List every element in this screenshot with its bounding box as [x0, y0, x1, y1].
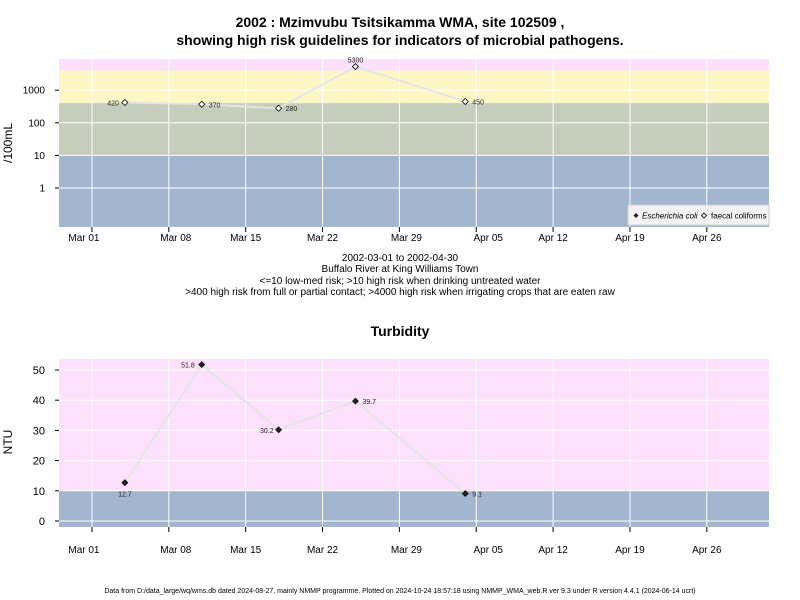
chart-title-line1: 2002 : Mzimvubu Tsitsikamma WMA, site 10… — [235, 14, 565, 30]
x-tick-label: Apr 05 — [474, 233, 504, 244]
chart-title-line2: showing high risk guidelines for indicat… — [176, 32, 624, 48]
legend: Escherichia coli faecal coliforms — [627, 204, 770, 226]
x-tick-label: Apr 26 — [692, 545, 722, 556]
faecal-coliforms-point — [275, 104, 283, 112]
y-tick-label: 10 — [33, 486, 45, 498]
y-tick-label: 100 — [28, 118, 45, 129]
legend-label-ecoli: Escherichia coli — [642, 212, 698, 221]
risk-band-contact — [59, 70, 769, 104]
data-label: 12.7 — [118, 492, 132, 499]
data-label: 450 — [472, 100, 484, 107]
data-label: 9.1 — [472, 492, 482, 499]
x-tick-label: Mar 15 — [230, 233, 262, 244]
turbidity-point — [198, 361, 206, 368]
y-tick-label: 20 — [33, 456, 45, 468]
x-tick-label: Mar 22 — [307, 545, 339, 556]
turbidity-title: Turbidity — [370, 323, 430, 339]
y-tick-label: 50 — [33, 365, 45, 377]
x-tick-label: Mar 15 — [230, 545, 262, 556]
turbidity-band-low — [59, 490, 769, 527]
turbidity-plot: 0 10 20 30 40 50 Mar 01 Mar 08 Mar 15 Mar 22 Mar 2… — [33, 359, 769, 556]
data-label: 51.8 — [181, 363, 195, 370]
x-tick-label: Mar 29 — [391, 545, 423, 556]
microbial-plot: 1 10 100 1000 Mar 01 Mar 08 Mar 15 Mar 22 Mar 29… — [23, 58, 770, 244]
y-tick-label: 1000 — [23, 86, 46, 97]
turbidity-point — [352, 397, 359, 405]
x-tick-label: Mar 22 — [307, 233, 339, 244]
turbidity-point — [461, 490, 469, 497]
x-tick-label: Apr 19 — [615, 545, 645, 556]
turbidity-point — [121, 479, 129, 487]
data-label: 420 — [107, 100, 119, 107]
data-label: 5300 — [348, 58, 364, 65]
subtitle-site: Buffalo River at King Williams Town — [321, 264, 479, 275]
legend-marker-ecoli — [633, 213, 639, 218]
legend-label-faecal: faecal coliforms — [711, 212, 767, 221]
risk-band-drinking — [59, 103, 769, 156]
microbial-y-axis-label: /100mL — [1, 123, 15, 163]
subtitle-date-range: 2002-03-01 to 2002-04-30 — [341, 253, 459, 264]
faecal-coliforms-point — [198, 100, 206, 108]
subtitle-contact-risk: >400 high risk from full or partial cont… — [185, 287, 615, 298]
subtitle-drinking-risk: <=10 low-med risk; >10 high risk when dr… — [259, 276, 541, 287]
faecal-coliforms-point — [461, 97, 469, 106]
x-tick-label: Apr 12 — [538, 233, 568, 244]
turbidity-y-axis-label: NTU — [1, 430, 15, 455]
data-label: 30.2 — [260, 428, 274, 435]
x-tick-label: Mar 29 — [391, 233, 423, 244]
legend-box — [627, 204, 770, 226]
x-tick-label: Apr 26 — [692, 233, 722, 244]
x-tick-label: Mar 08 — [160, 233, 192, 244]
faecal-coliforms-point — [121, 98, 129, 107]
faecal-coliforms-point — [351, 63, 360, 71]
footer-note: Data from D:/data_large/wq/wms.db dated … — [104, 588, 696, 595]
x-tick-label: Apr 05 — [474, 545, 504, 556]
x-tick-label: Mar 08 — [160, 545, 192, 556]
y-tick-label: 30 — [33, 425, 45, 437]
legend-marker-faecal — [700, 212, 708, 219]
x-tick-label: Apr 19 — [615, 233, 645, 244]
data-label: 280 — [286, 106, 298, 113]
y-tick-label: 0 — [39, 516, 45, 528]
data-label: 370 — [209, 102, 221, 109]
y-tick-label: 10 — [34, 151, 46, 162]
data-label: 39.7 — [362, 399, 376, 406]
x-tick-label: Apr 12 — [538, 545, 568, 556]
x-tick-label: Mar 01 — [68, 233, 100, 244]
turbidity-point — [275, 426, 283, 434]
y-tick-label: 40 — [33, 395, 45, 407]
y-tick-label: 1 — [39, 184, 45, 195]
x-tick-label: Mar 01 — [68, 545, 100, 556]
